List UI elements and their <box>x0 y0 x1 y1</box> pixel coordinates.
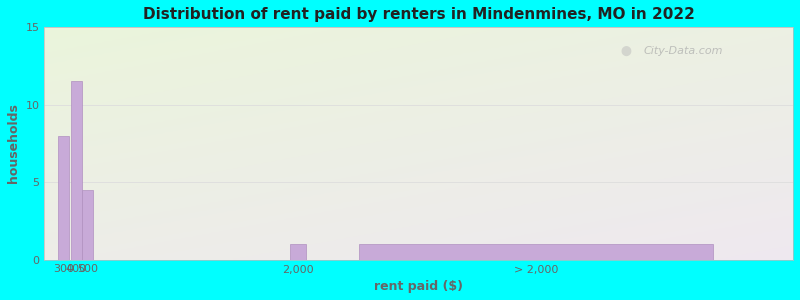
Y-axis label: households: households <box>7 103 20 183</box>
Bar <box>58 136 70 260</box>
Bar <box>71 82 82 260</box>
Bar <box>290 244 306 260</box>
Bar <box>82 190 93 260</box>
X-axis label: rent paid ($): rent paid ($) <box>374 280 463 293</box>
Text: ⬤: ⬤ <box>621 46 632 56</box>
Title: Distribution of rent paid by renters in Mindenmines, MO in 2022: Distribution of rent paid by renters in … <box>142 7 694 22</box>
Text: City-Data.com: City-Data.com <box>643 46 723 56</box>
Bar <box>359 244 713 260</box>
